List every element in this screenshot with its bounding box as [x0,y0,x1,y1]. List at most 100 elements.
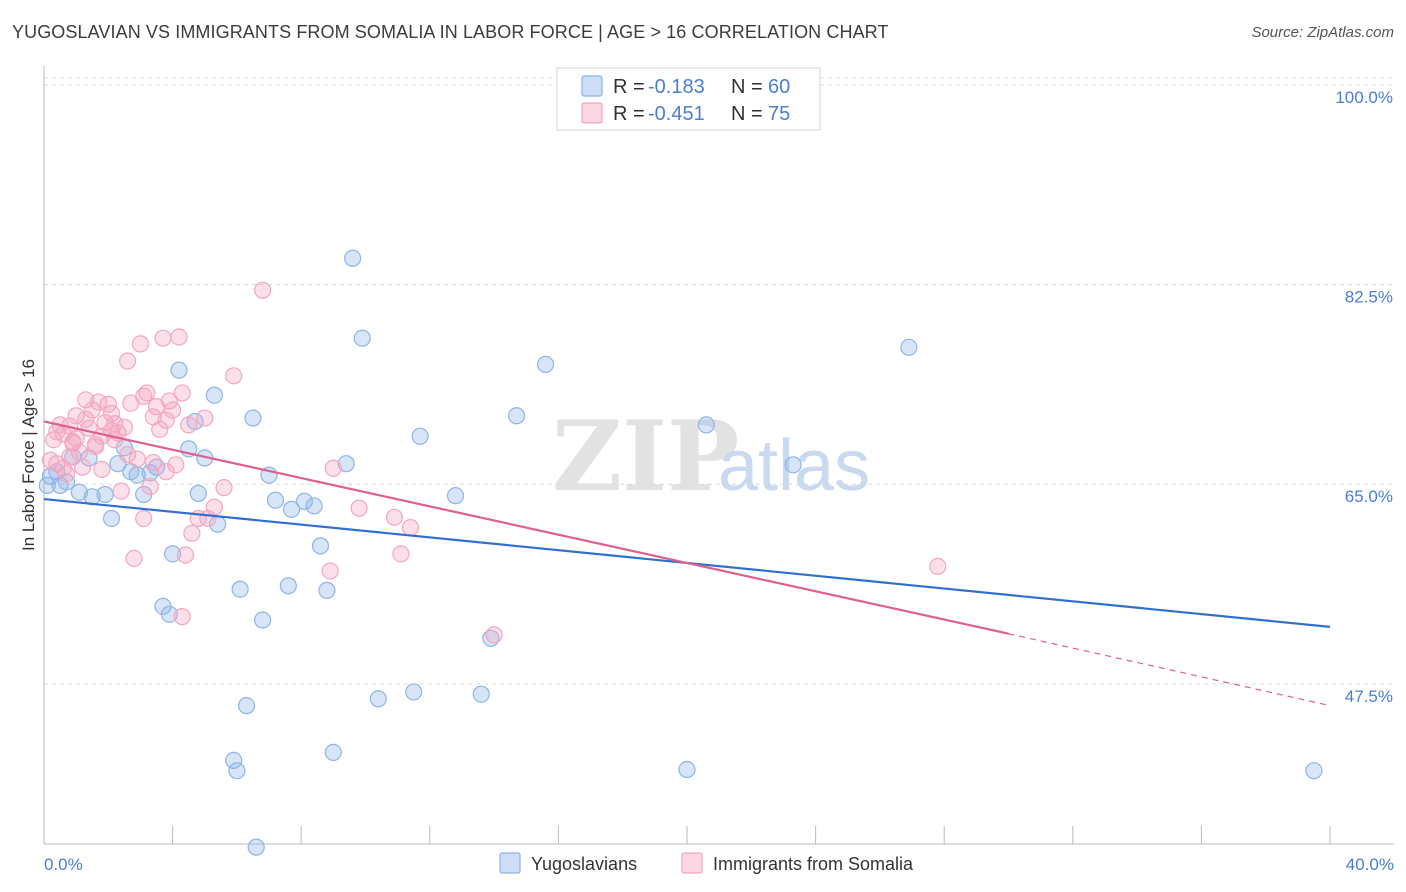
point-yugoslavians [697,416,715,434]
point-somalia [112,482,130,500]
point-yugoslavians [472,685,490,703]
point-somalia [54,459,72,477]
point-somalia [392,545,410,563]
point-somalia [350,499,368,517]
point-yugoslavians [282,500,301,518]
x-ticks [172,826,1331,844]
point-somalia [180,416,198,434]
point-yugoslavians [508,407,526,425]
point-somalia [401,518,420,537]
point-yugoslavians [411,427,429,445]
point-yugoslavians [170,361,188,379]
legend: Yugoslavians Immigrants from Somalia [499,852,914,874]
legend-label-yugoslavians: Yugoslavians [531,854,637,874]
point-yugoslavians [231,580,249,598]
point-somalia [205,498,223,516]
point-yugoslavians [254,611,272,629]
stats-r-value-1: -0.451 [648,103,705,125]
point-yugoslavians [225,751,243,770]
point-somalia [160,392,178,410]
source-label: Source: ZipAtlas.com [1251,24,1394,41]
point-somalia [173,608,191,626]
point-somalia [115,418,133,436]
stats-r-label-1: R = [613,103,645,125]
point-yugoslavians [900,338,918,356]
y-tick-label: 47.5% [1345,687,1393,706]
stats-n-value-0: 60 [768,76,790,98]
point-yugoslavians [324,743,342,762]
x-tick-label-min: 0.0% [44,855,83,874]
point-yugoslavians [784,456,802,474]
point-somalia [144,408,162,426]
point-somalia [131,335,150,353]
point-yugoslavians [337,455,355,473]
stats-r-label-0: R = [613,76,645,98]
point-yugoslavians [266,491,285,509]
y-tick-labels: 47.5% 65.0% 82.5% 100.0% [1335,88,1393,706]
point-yugoslavians [189,484,207,502]
point-somalia [170,328,188,346]
point-somalia [215,479,233,497]
stats-box: R = -0.183 N = 60 R = -0.451 N = 75 [556,67,821,131]
stats-n-value-1: 75 [768,103,790,125]
point-yugoslavians [305,497,323,515]
x-tick-label-max: 40.0% [1346,855,1394,874]
point-yugoslavians [295,492,314,510]
watermark-zip: ZIP [552,400,739,513]
point-somalia [157,463,175,481]
point-somalia [196,409,214,427]
point-somalia [135,387,153,405]
y-tick-label: 82.5% [1345,288,1393,307]
y-axis-label: In Labor Force | Age > 16 [19,359,38,551]
point-somalia [167,456,185,474]
point-yugoslavians [311,537,330,555]
point-somalia [141,477,159,496]
trend-line-somalia [43,420,1009,635]
point-yugoslavians [237,697,256,715]
point-yugoslavians [446,487,465,505]
point-somalia [67,429,85,448]
point-somalia [385,508,404,526]
point-yugoslavians [70,483,88,501]
point-somalia [324,459,342,477]
point-yugoslavians [678,760,696,779]
stats-n-label-0: N = [731,76,763,98]
point-somalia [64,434,82,452]
point-somalia [86,435,105,453]
chart-title: YUGOSLAVIAN VS IMMIGRANTS FROM SOMALIA I… [12,22,889,42]
point-somalia [321,562,339,580]
legend-swatch-somalia [681,852,703,874]
point-somalia [144,453,162,472]
point-somalia [164,401,182,419]
point-somalia [176,546,195,564]
point-somalia [485,626,503,644]
point-yugoslavians [1305,762,1323,780]
point-yugoslavians [369,690,387,708]
point-somalia [183,524,201,542]
point-somalia [77,391,95,409]
trend-line-somalia-extension [1008,633,1331,707]
point-somalia [157,411,175,429]
point-somalia [67,407,85,425]
trend-lines [43,420,1331,707]
point-somalia [128,450,146,468]
y-tick-label: 100.0% [1335,88,1393,107]
legend-label-somalia: Immigrants from Somalia [713,854,914,874]
point-somalia [73,458,92,476]
point-somalia [225,367,243,385]
point-yugoslavians [205,386,223,404]
point-yugoslavians [164,545,182,563]
point-somalia [99,395,117,413]
point-yugoslavians [244,409,262,427]
point-yugoslavians [353,329,371,347]
point-somalia [173,384,191,402]
point-yugoslavians [160,605,178,623]
y-tick-label: 65.0% [1345,487,1393,506]
stats-swatch-yugoslavians [581,75,603,97]
point-somalia [118,352,137,370]
point-yugoslavians [38,476,56,494]
point-somalia [93,460,111,478]
stats-n-label-1: N = [731,103,763,125]
point-yugoslavians [102,509,121,528]
